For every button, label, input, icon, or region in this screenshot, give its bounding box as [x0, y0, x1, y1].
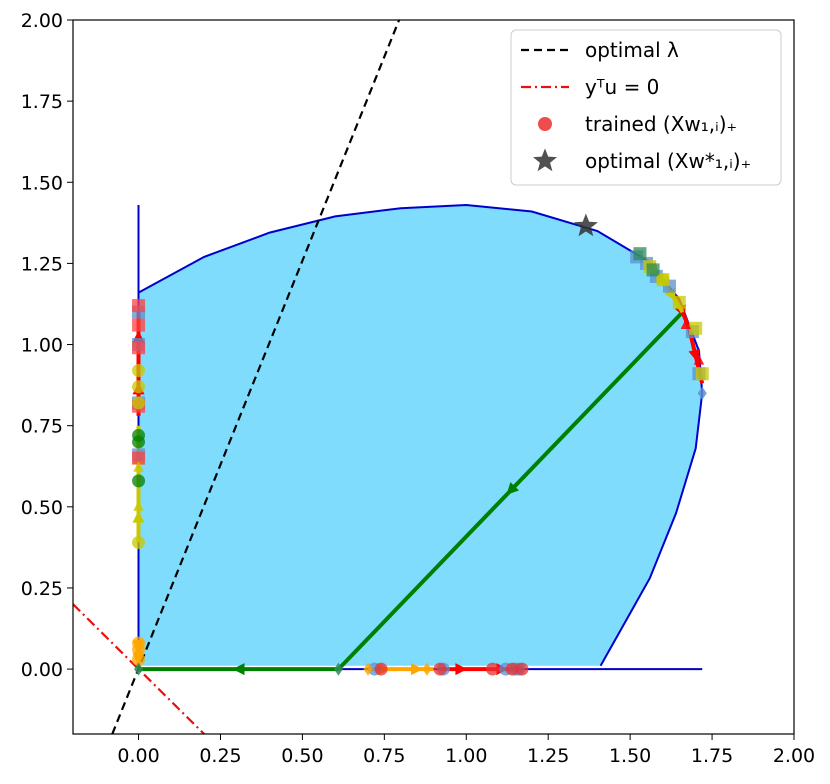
- y-tick-label: 2.00: [21, 10, 63, 32]
- data-marker-square: [132, 299, 146, 313]
- data-marker-circle: [433, 662, 447, 676]
- data-marker-diamond: [422, 662, 432, 676]
- data-marker-square: [132, 451, 146, 465]
- x-tick-label: 1.00: [445, 745, 487, 767]
- x-tick-label: 2.00: [773, 745, 815, 767]
- data-marker-circle: [132, 435, 146, 449]
- legend-label: optimal (Xw*₁,ᵢ)₊: [585, 149, 751, 173]
- data-marker-triangle: [680, 318, 692, 329]
- data-marker-circle: [132, 536, 146, 550]
- data-marker-circle: [656, 273, 670, 287]
- y-tick-label: 1.00: [21, 335, 63, 357]
- legend-swatch-circle: [538, 117, 552, 131]
- y-tick-label: 1.25: [21, 253, 63, 275]
- y-tick-label: 0.25: [21, 578, 63, 600]
- trajectory-arrowhead: [455, 663, 468, 676]
- y-tick-label: 1.75: [21, 91, 63, 113]
- data-marker-circle: [374, 662, 388, 676]
- feasible-region: [138, 205, 703, 666]
- trajectory-arrowhead: [411, 663, 424, 676]
- y-tick-label: 0.75: [21, 416, 63, 438]
- region-boundary-curve: [138, 203, 704, 667]
- data-marker-circle: [505, 662, 519, 676]
- data-marker-diamond: [697, 386, 707, 400]
- data-marker-circle: [132, 396, 146, 410]
- y-tick-label: 0.00: [21, 659, 63, 681]
- data-marker-triangle: [693, 354, 705, 365]
- data-marker-triangle: [133, 500, 144, 511]
- legend-label: optimal λ: [585, 38, 679, 62]
- data-marker-square: [672, 295, 686, 309]
- data-marker-diamond: [133, 646, 144, 660]
- data-marker-diamond: [363, 662, 373, 676]
- plot-frame: [72, 19, 795, 735]
- x-tick-label: 1.75: [691, 745, 733, 767]
- optimal-lambda-line: [111, 20, 401, 734]
- data-marker-circle: [132, 380, 146, 394]
- y-tick-label: 1.50: [21, 172, 63, 194]
- legend-swatch-star: [533, 148, 557, 172]
- x-tick-label: 0.50: [281, 745, 323, 767]
- x-tick-label: 0.00: [117, 745, 159, 767]
- data-marker-circle: [132, 474, 146, 488]
- data-marker-square: [132, 341, 146, 355]
- data-marker-square: [695, 367, 709, 381]
- trajectory-arrowhead: [232, 663, 245, 676]
- data-marker-circle: [485, 662, 499, 676]
- legend-label: yᵀu = 0: [585, 75, 659, 99]
- data-marker-square: [646, 263, 660, 277]
- data-marker-circle: [132, 364, 146, 378]
- x-tick-label: 0.75: [363, 745, 405, 767]
- x-tick-label: 0.25: [199, 745, 241, 767]
- y-tick-label: 0.50: [21, 497, 63, 519]
- legend-box: [510, 29, 782, 186]
- data-marker-square: [689, 321, 703, 335]
- data-marker-diamond: [133, 662, 144, 676]
- legend-label: trained (Xw₁,ᵢ)₊: [585, 112, 737, 136]
- data-marker-square: [132, 318, 146, 332]
- data-marker-circle: [515, 662, 529, 676]
- data-marker-triangle: [133, 461, 144, 472]
- x-tick-label: 1.25: [527, 745, 569, 767]
- x-tick-label: 1.50: [609, 745, 651, 767]
- trajectory-arrowhead: [506, 482, 519, 495]
- data-marker-square: [633, 247, 647, 261]
- trajectory-arrowhead: [132, 510, 145, 523]
- optimal-point-star: [573, 213, 598, 237]
- data-marker-diamond: [333, 662, 344, 676]
